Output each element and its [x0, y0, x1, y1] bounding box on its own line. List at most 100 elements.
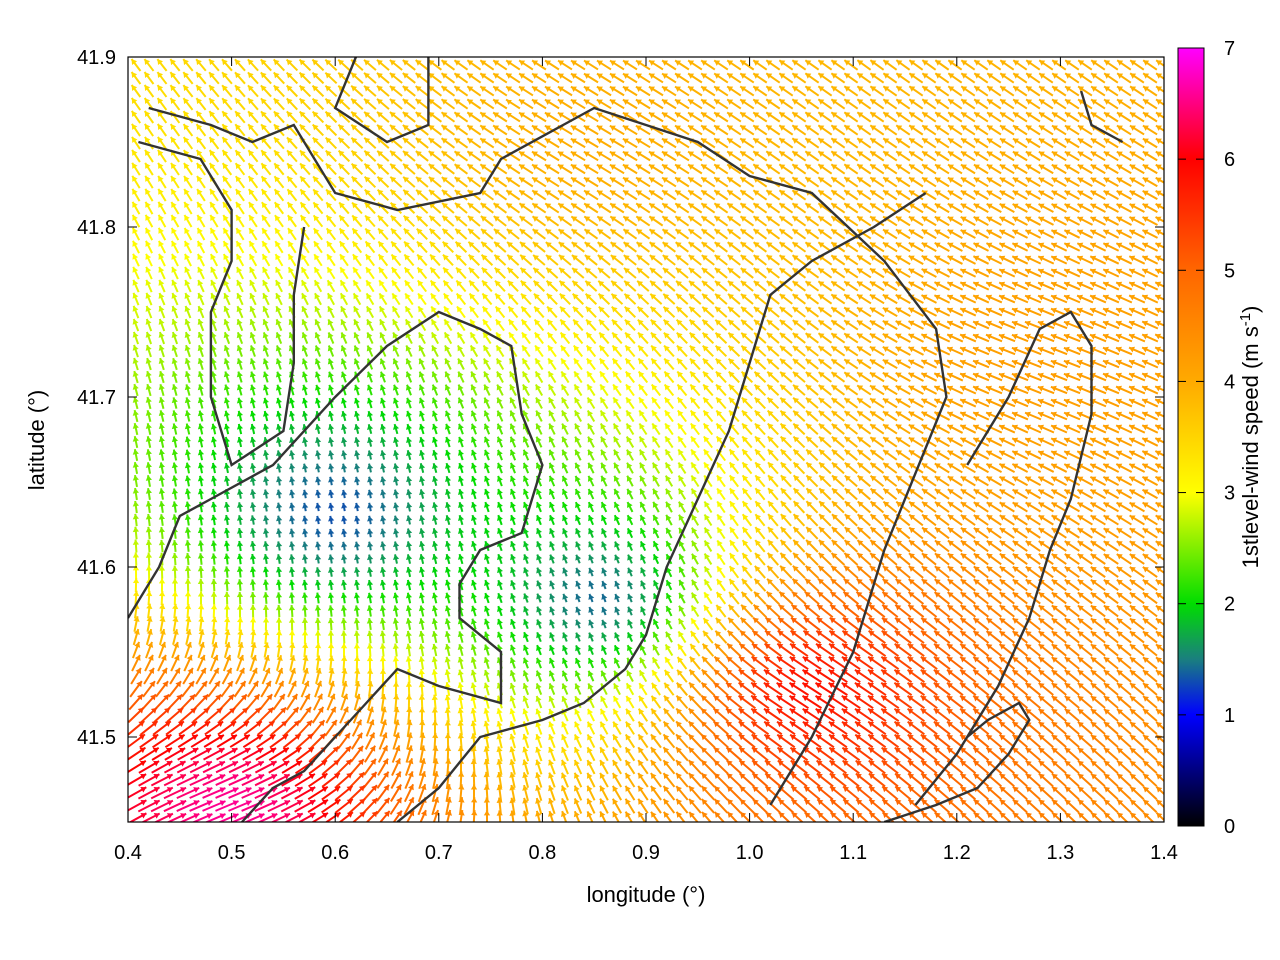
- wind-arrow: [764, 772, 782, 788]
- wind-arrow: [466, 98, 482, 110]
- wind-arrow: [815, 746, 835, 762]
- wind-arrow: [444, 371, 452, 383]
- wind-arrow: [1142, 527, 1158, 539]
- wind-arrow: [973, 552, 989, 566]
- wind-arrow: [222, 175, 232, 189]
- wind-arrow: [635, 189, 651, 201]
- wind-arrow: [1141, 294, 1159, 304]
- wind-arrow: [1155, 501, 1164, 509]
- wind-arrow: [418, 579, 426, 591]
- wind-arrow: [1064, 163, 1080, 175]
- wind-arrow: [1025, 150, 1041, 162]
- wind-arrow: [805, 526, 819, 540]
- wind-arrow: [393, 489, 400, 499]
- wind-arrow: [626, 475, 634, 487]
- wind-arrow: [934, 539, 950, 553]
- wind-arrow: [831, 448, 845, 462]
- wind-arrow: [403, 227, 415, 241]
- wind-arrow: [934, 150, 950, 162]
- wind-arrow: [804, 202, 820, 214]
- wind-arrow: [262, 528, 270, 538]
- wind-arrow: [492, 124, 508, 136]
- wind-arrow: [171, 565, 179, 579]
- wind-arrow: [1037, 242, 1055, 252]
- wind-arrow: [248, 240, 258, 254]
- wind-arrow: [393, 437, 400, 447]
- wind-arrow: [869, 539, 885, 553]
- wind-arrow: [843, 189, 859, 201]
- wind-arrow: [818, 539, 832, 553]
- wind-arrow: [441, 163, 455, 175]
- wind-arrow: [301, 397, 308, 409]
- wind-arrow: [934, 228, 950, 240]
- wind-arrow: [273, 149, 285, 163]
- wind-arrow: [1116, 111, 1132, 123]
- wind-arrow: [520, 280, 532, 292]
- wind-arrow: [1129, 203, 1145, 213]
- wind-arrow: [197, 591, 205, 605]
- wind-arrow: [297, 719, 313, 737]
- wind-arrow: [222, 240, 232, 254]
- wind-arrow: [210, 641, 218, 659]
- wind-arrow: [842, 772, 860, 788]
- wind-arrow: [869, 449, 885, 461]
- wind-arrow: [1155, 773, 1164, 783]
- wind-arrow: [802, 629, 822, 645]
- wind-arrow: [575, 554, 582, 564]
- wind-arrow: [1155, 488, 1164, 496]
- wind-arrow: [287, 214, 297, 228]
- wind-arrow: [222, 214, 232, 228]
- wind-arrow: [158, 344, 165, 358]
- wind-arrow: [1012, 111, 1028, 123]
- wind-arrow: [778, 603, 794, 619]
- wind-arrow: [715, 357, 727, 371]
- wind-arrow: [562, 554, 569, 564]
- wind-arrow: [895, 72, 911, 84]
- wind-arrow: [625, 409, 635, 423]
- wind-arrow: [778, 189, 794, 201]
- wind-arrow: [596, 150, 612, 162]
- wind-arrow: [467, 241, 481, 253]
- wind-arrow: [1116, 72, 1132, 84]
- wind-arrow: [999, 475, 1015, 487]
- wind-arrow: [484, 501, 490, 513]
- wind-arrow: [713, 681, 729, 697]
- wind-arrow: [171, 279, 179, 293]
- wind-arrow: [676, 344, 688, 358]
- wind-arrow: [844, 487, 858, 501]
- wind-arrow: [1064, 553, 1080, 565]
- wind-arrow: [377, 227, 389, 241]
- wind-arrow: [973, 475, 989, 487]
- wind-arrow: [791, 137, 807, 149]
- wind-arrow: [510, 540, 516, 552]
- wind-arrow: [228, 787, 252, 799]
- wind-arrow: [921, 294, 937, 304]
- wind-arrow: [713, 163, 729, 175]
- wind-arrow: [471, 540, 477, 552]
- wind-arrow: [1077, 734, 1093, 748]
- wind-arrow: [483, 592, 490, 604]
- wind-arrow: [1051, 811, 1064, 822]
- wind-arrow: [716, 578, 726, 592]
- wind-arrow: [402, 85, 416, 97]
- wind-arrow: [445, 809, 453, 822]
- wind-arrow: [1129, 150, 1145, 162]
- wind-arrow: [1129, 617, 1145, 631]
- wind-arrow: [855, 759, 873, 775]
- wind-arrow: [570, 150, 586, 162]
- wind-arrow: [921, 150, 937, 162]
- wind-arrow: [1142, 150, 1158, 162]
- wind-arrow: [894, 617, 912, 631]
- wind-arrow: [415, 163, 429, 175]
- wind-arrow: [714, 811, 726, 822]
- wind-arrow: [586, 746, 596, 762]
- wind-arrow: [197, 641, 205, 659]
- wind-arrow: [778, 590, 794, 606]
- wind-arrow: [843, 319, 859, 331]
- wind-arrow: [726, 642, 742, 658]
- wind-arrow: [205, 707, 223, 723]
- wind-arrow: [999, 798, 1015, 814]
- wind-arrow: [635, 98, 651, 110]
- wind-arrow: [613, 682, 621, 696]
- wind-arrow: [1012, 527, 1028, 539]
